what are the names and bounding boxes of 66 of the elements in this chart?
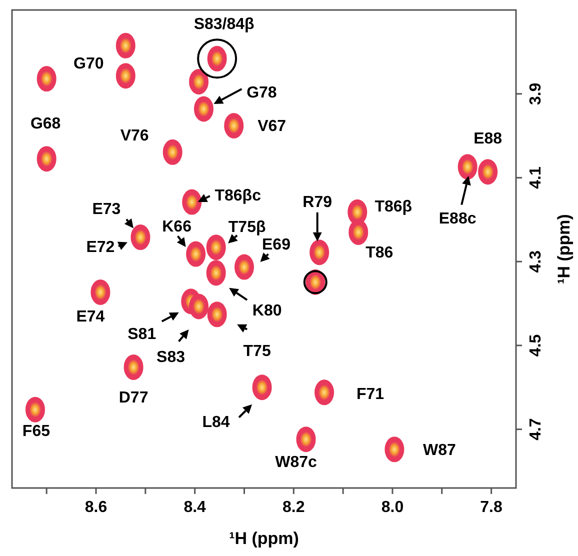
annotation: E88 xyxy=(474,130,502,148)
annotation: R79 xyxy=(302,194,332,211)
point xyxy=(296,426,316,452)
annotation: T86 xyxy=(366,244,394,262)
point xyxy=(189,68,209,94)
point xyxy=(186,241,206,267)
x-tick-label: 8.4 xyxy=(184,499,206,516)
point xyxy=(90,279,110,305)
annotation: K66 xyxy=(162,218,192,236)
point xyxy=(182,189,202,215)
annotation: V67 xyxy=(258,118,286,136)
annotation: E72 xyxy=(86,238,115,256)
point xyxy=(36,66,56,92)
annotation: E88c xyxy=(438,210,476,228)
x-tick-label: 8.2 xyxy=(282,499,305,516)
point xyxy=(206,234,226,260)
point xyxy=(234,254,254,280)
annotation: G78 xyxy=(246,84,277,102)
annotation: S83/84β xyxy=(194,16,255,34)
annotation: W87 xyxy=(422,442,456,459)
x-axis-title: ¹H (ppm) xyxy=(229,529,299,548)
annotation: S81 xyxy=(128,326,156,343)
point xyxy=(116,32,136,58)
annotation: K80 xyxy=(252,302,282,320)
annotation: E74 xyxy=(76,308,105,326)
annotation: V76 xyxy=(120,128,149,145)
y-tick-label: 4.1 xyxy=(528,166,544,189)
annotation: L84 xyxy=(202,414,230,431)
annotation: S83 xyxy=(156,348,186,366)
annotation: T86β xyxy=(374,198,412,216)
point xyxy=(124,354,144,380)
point xyxy=(162,139,182,165)
annotation: G70 xyxy=(74,55,104,72)
point xyxy=(25,396,45,422)
point xyxy=(189,294,209,320)
annotation: W87c xyxy=(275,454,317,471)
point xyxy=(478,159,498,185)
point xyxy=(458,154,478,180)
y-tick-label: 4.5 xyxy=(528,334,544,357)
point xyxy=(116,63,136,89)
annotation: T75 xyxy=(243,342,271,360)
point xyxy=(252,374,272,400)
x-tick-label: 8.6 xyxy=(84,499,108,516)
y-tick-label: 3.9 xyxy=(528,82,544,105)
point xyxy=(310,240,330,266)
point xyxy=(207,302,227,328)
annotation: T75β xyxy=(228,218,266,236)
point xyxy=(130,224,150,250)
annotation: T86βc xyxy=(214,188,262,205)
y-axis-title: ¹H (ppm) xyxy=(554,214,574,284)
annotation: E69 xyxy=(262,236,291,254)
point xyxy=(36,146,56,172)
x-tick-label: 8.0 xyxy=(381,499,404,516)
point xyxy=(314,380,334,406)
annotation: G68 xyxy=(30,115,61,132)
point xyxy=(206,260,226,286)
point xyxy=(194,96,214,122)
annotation: F71 xyxy=(356,386,384,403)
point xyxy=(224,112,244,138)
annotation: D77 xyxy=(118,390,148,407)
annotation: E73 xyxy=(92,200,121,218)
point xyxy=(384,436,404,462)
annotation: F65 xyxy=(22,423,50,440)
y-tick-label: 4.3 xyxy=(528,250,544,273)
x-tick-label: 7.8 xyxy=(480,499,503,516)
y-tick-label: 4.7 xyxy=(528,418,544,440)
